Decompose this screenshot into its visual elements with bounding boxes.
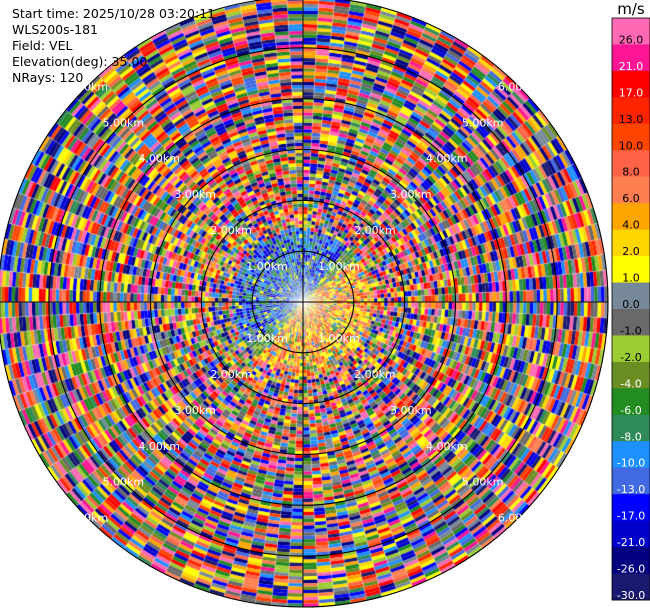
field-text: Field: VEL (12, 38, 73, 53)
colorbar-tick-label-11: -1.0 (620, 324, 641, 337)
colorbar-swatch-9 (612, 256, 650, 284)
colorbar-tick-label-20: -26.0 (617, 563, 645, 576)
colorbar-tick-label-6: 6.0 (622, 192, 640, 205)
range-ring-3km (149, 148, 457, 456)
colorbar-tick-label-3: 13.0 (619, 113, 644, 126)
colorbar-swatch-3 (612, 97, 650, 125)
colorbar-tick-label-13: -4.0 (620, 377, 641, 390)
colorbar-swatch-13 (612, 361, 650, 389)
range-ring-1km (251, 250, 355, 354)
ring-label-1km-2: 1.00km (246, 332, 288, 345)
ring-label-2km-3: 2.00km (354, 368, 396, 381)
colorbar-tick-label-19: -21.0 (617, 536, 645, 549)
ring-label-4km-3: 4.00km (426, 440, 468, 453)
colorbar-swatch-18 (612, 494, 650, 522)
range-ring-4km (99, 98, 507, 506)
colorbar-tick-label-10: 0.0 (622, 298, 640, 311)
colorbar-frame (611, 17, 650, 601)
colorbar-tick-label-14: -6.0 (620, 404, 641, 417)
colorbar-tick-label-18: -17.0 (617, 510, 645, 523)
colorbar-swatch-16 (612, 441, 650, 469)
colorbar-tick-label-15: -8.0 (620, 430, 641, 443)
nrays-text: NRays: 120 (12, 70, 84, 85)
colorbar-tick-label-21: -30.0 (617, 589, 645, 602)
colorbar-swatch-10 (612, 282, 650, 310)
colorbar-swatch-6 (612, 176, 650, 204)
ring-label-1km-1: 1.00km (318, 260, 360, 273)
colorbar-swatch-21 (612, 573, 650, 601)
ring-label-3km-0: 3.00km (174, 188, 216, 201)
colorbar-swatch-15 (612, 414, 650, 442)
ring-label-3km-3: 3.00km (390, 404, 432, 417)
ring-label-1km-3: 1.00km (318, 332, 360, 345)
colorbar-swatch-4 (612, 123, 650, 151)
colorbar-tick-label-12: -2.0 (620, 351, 641, 364)
range-ring-2km (200, 199, 406, 405)
colorbar-tick-label-4: 10.0 (619, 139, 644, 152)
ring-label-4km-1: 4.00km (426, 152, 468, 165)
colorbar-unit: m/s (617, 0, 645, 18)
start-time-text: Start time: 2025/10/28 03:20:11 (12, 6, 216, 21)
ring-label-2km-2: 2.00km (210, 368, 252, 381)
colorbar-swatch-12 (612, 335, 650, 363)
ring-label-3km-1: 3.00km (390, 188, 432, 201)
colorbar-tick-label-5: 8.0 (622, 166, 640, 179)
ring-label-4km-2: 4.00km (138, 440, 180, 453)
ring-label-2km-1: 2.00km (354, 224, 396, 237)
colorbar-swatch-17 (612, 467, 650, 495)
colorbar-tick-label-1: 21.0 (619, 60, 644, 73)
colorbar-swatch-14 (612, 388, 650, 416)
ring-label-5km-2: 5.00km (102, 476, 144, 489)
ring-label-5km-0: 5.00km (102, 116, 144, 129)
colorbar-swatch-5 (612, 150, 650, 178)
elevation-text: Elevation(deg): 35.00 (12, 54, 148, 69)
colorbar-swatch-19 (612, 520, 650, 548)
colorbar-swatch-1 (612, 44, 650, 72)
colorbar-swatch-0 (612, 18, 650, 45)
colorbar-swatch-2 (612, 70, 650, 98)
colorbar-swatch-7 (612, 203, 650, 231)
colorbar-tick-label-16: -10.0 (617, 457, 645, 470)
colorbar-tick-label-7: 4.0 (622, 219, 640, 232)
ring-label-6km-3: 6.00km (498, 512, 540, 525)
colorbar-tick-label-8: 2.0 (622, 245, 640, 258)
colorbar-tick-label-17: -13.0 (617, 483, 645, 496)
colorbar-tick-label-9: 1.0 (622, 272, 640, 285)
colorbar-swatch-20 (612, 547, 650, 575)
colorbar-tick-label-2: 17.0 (619, 86, 644, 99)
ring-label-5km-1: 5.00km (462, 116, 504, 129)
ring-label-6km-2: 6.00km (67, 512, 109, 525)
plot-info: Start time: 2025/10/28 03:20:11 WLS200s-… (12, 6, 215, 86)
ring-label-6km-0: 6.00km (67, 80, 109, 93)
ring-label-4km-0: 4.00km (138, 152, 180, 165)
ring-label-2km-0: 2.00km (210, 224, 252, 237)
ring-label-3km-2: 3.00km (174, 404, 216, 417)
range-ring-5km (48, 47, 558, 557)
range-ring-6km (0, 0, 609, 608)
colorbar-swatch-11 (612, 309, 650, 336)
station-text: WLS200s-181 (12, 22, 98, 37)
colorbar-tick-label-0: 26.0 (619, 33, 644, 46)
ring-label-6km-1: 6.00km (498, 80, 540, 93)
ring-label-5km-3: 5.00km (462, 476, 504, 489)
ring-label-1km-0: 1.00km (246, 260, 288, 273)
colorbar-swatch-8 (612, 229, 650, 257)
